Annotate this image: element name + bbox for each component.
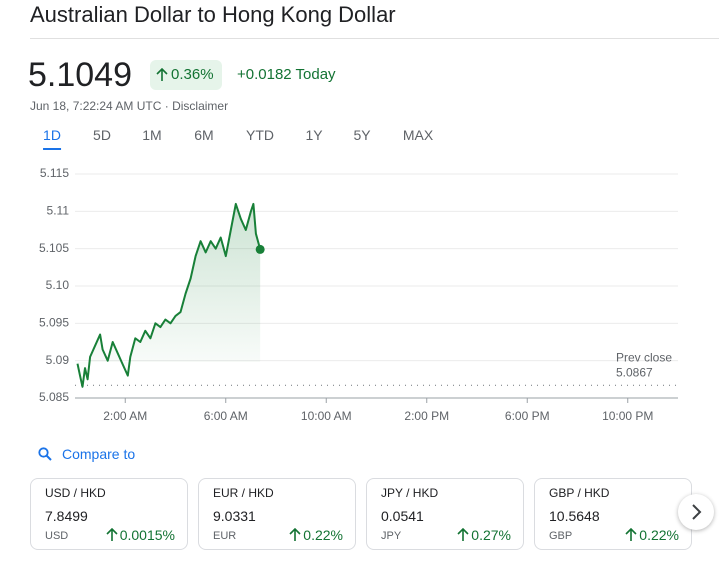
- compare-label: Compare to: [62, 446, 136, 462]
- x-tick-label: 10:00 PM: [602, 409, 653, 423]
- arrow-shape: [457, 528, 469, 541]
- divider: [30, 38, 719, 39]
- card-change-text: 0.0015%: [119, 527, 175, 543]
- y-tick-label: 5.10: [46, 278, 70, 292]
- chart: 5.085 5.09 5.095 5.10 5.105 5.11 5.115 2:00 AM 6…: [39, 166, 678, 423]
- timestamp: Jun 18, 7:22:24 AM UTC · Disclaimer: [30, 99, 228, 113]
- price-line: [76, 202, 262, 388]
- next-button[interactable]: [678, 494, 714, 530]
- range-tab[interactable]: 1M: [142, 127, 162, 143]
- range-tab[interactable]: 6M: [194, 127, 214, 143]
- prev-close-label: Prev close: [616, 350, 672, 364]
- compare-card[interactable]: EUR / HKD 9.0331 EUR 0.22%: [198, 478, 356, 550]
- x-tick-label: 6:00 PM: [505, 409, 550, 423]
- card-price: 7.8499: [45, 508, 88, 524]
- card-change-text: 0.22%: [639, 527, 679, 543]
- arrow-shape: [625, 528, 637, 541]
- price: 5.1049: [28, 56, 132, 94]
- card-change-text: 0.27%: [471, 527, 511, 543]
- card-change: 0.0015%: [106, 527, 175, 543]
- y-tick-label: 5.11: [47, 204, 70, 218]
- pair: GBP / HKD: [549, 486, 610, 500]
- change-percent-text: 0.36%: [171, 66, 214, 83]
- currency: USD: [45, 530, 69, 542]
- arrow-shape: [106, 528, 118, 541]
- compare-card[interactable]: USD / HKD 7.8499 USD 0.0015%: [30, 478, 188, 550]
- currency: EUR: [213, 530, 237, 542]
- timestamp-text: Jun 18, 7:22:24 AM UTC ·: [30, 99, 173, 113]
- y-tick-label: 5.095: [39, 316, 69, 330]
- compare-to[interactable]: Compare to: [38, 446, 135, 462]
- x-tick-label: 2:00 AM: [103, 409, 147, 423]
- compare-card[interactable]: JPY / HKD 0.0541 JPY 0.27%: [366, 478, 524, 550]
- card-price: 9.0331: [213, 508, 256, 524]
- up-arrow: [625, 528, 637, 541]
- range-tab[interactable]: 5Y: [353, 127, 371, 143]
- compare-card[interactable]: GBP / HKD 10.5648 GBP 0.22%: [534, 478, 692, 550]
- pair: USD / HKD: [45, 486, 106, 500]
- range-tab[interactable]: 5D: [93, 127, 111, 143]
- range-tabs: 1D 5D 1M 6M YTD 1Y 5Y MAX: [30, 127, 460, 151]
- prev-close-value: 5.0867: [616, 365, 653, 379]
- card-change-text: 0.22%: [303, 527, 343, 543]
- x-tick-label: 2:00 PM: [404, 409, 449, 423]
- range-tab[interactable]: 1Y: [305, 127, 323, 143]
- disclaimer-link[interactable]: Disclaimer: [172, 99, 229, 113]
- up-arrow: [106, 528, 118, 541]
- y-tick-label: 5.09: [46, 353, 70, 367]
- arrow-shape: [289, 528, 301, 541]
- range-tab[interactable]: YTD: [246, 127, 274, 143]
- pair: JPY / HKD: [381, 486, 439, 500]
- x-tick-label: 6:00 AM: [204, 409, 248, 423]
- card-price: 0.0541: [381, 508, 424, 524]
- range-tab[interactable]: 1D: [43, 127, 61, 150]
- last-point: [255, 244, 265, 254]
- area: [77, 203, 261, 387]
- card-price: 10.5648: [549, 508, 600, 524]
- title: Australian Dollar to Hong Kong Dollar: [30, 2, 396, 27]
- up-arrow: [289, 528, 301, 541]
- change-percent: 0.36%: [150, 60, 222, 90]
- currency: JPY: [381, 530, 402, 542]
- y-tick-label: 5.105: [39, 241, 69, 255]
- card-change: 0.22%: [289, 527, 343, 543]
- up-arrow: [156, 68, 168, 81]
- chevron: [692, 504, 702, 520]
- range-tab[interactable]: MAX: [402, 127, 434, 143]
- up-arrow: [457, 528, 469, 541]
- currency: GBP: [549, 530, 573, 542]
- card-change: 0.22%: [625, 527, 679, 543]
- card-change: 0.27%: [457, 527, 511, 543]
- y-tick-label: 5.115: [40, 166, 69, 180]
- y-tick-label: 5.085: [39, 390, 69, 404]
- x-tick-label: 10:00 AM: [301, 409, 352, 423]
- pair: EUR / HKD: [213, 486, 274, 500]
- search-icon: [38, 447, 52, 461]
- change-today: +0.0182 Today: [237, 66, 336, 83]
